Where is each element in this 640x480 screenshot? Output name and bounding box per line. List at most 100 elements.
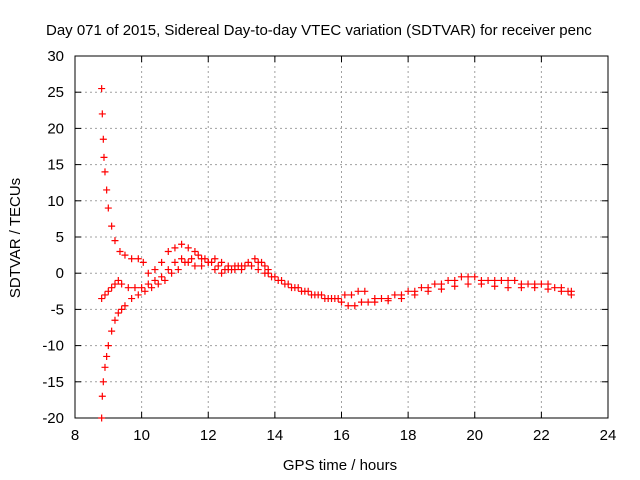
y-tick-labels: -20 -15 -10 -5 0 5 10 15 20 25 30 [42, 48, 64, 427]
data-point [354, 287, 362, 295]
data-point [108, 327, 116, 335]
data-point [244, 258, 252, 266]
data-point [188, 255, 196, 263]
data-point [314, 291, 322, 299]
data-point [111, 237, 119, 245]
data-point [308, 291, 316, 299]
data-point [238, 266, 246, 274]
data-point [118, 280, 126, 288]
data-point [531, 284, 539, 292]
data-point [174, 266, 182, 274]
data-point [158, 258, 166, 266]
y-tick-label: 10 [47, 193, 64, 210]
data-point [154, 280, 162, 288]
data-point [168, 269, 176, 277]
data-point [351, 302, 359, 310]
data-point [151, 266, 159, 274]
x-tick-label: 24 [600, 427, 617, 444]
y-tick-label: 15 [47, 157, 64, 174]
data-point [144, 269, 152, 277]
data-point [261, 262, 269, 270]
data-point [221, 266, 229, 274]
data-point [477, 280, 485, 288]
y-tick-label: -20 [42, 410, 64, 427]
y-tick-label: -15 [42, 374, 64, 391]
data-point [161, 276, 169, 284]
data-point [321, 295, 329, 303]
y-tick-label: -10 [42, 338, 64, 355]
data-point [204, 258, 212, 266]
data-point [108, 284, 116, 292]
x-tick-labels: 8 10 12 14 16 18 20 22 24 [71, 427, 617, 444]
y-tick-label: -5 [51, 301, 64, 318]
data-point [464, 280, 472, 288]
data-point [104, 342, 112, 350]
data-point [567, 291, 575, 299]
data-point [151, 276, 159, 284]
data-point [171, 258, 179, 266]
data-point [131, 284, 139, 292]
data-point [103, 186, 111, 194]
data-point [288, 284, 296, 292]
x-tick-label: 16 [333, 427, 350, 444]
data-point [261, 269, 269, 277]
chart-title: Day 071 of 2015, Sidereal Day-to-day VTE… [46, 22, 592, 39]
data-point [111, 280, 119, 288]
data-point [334, 295, 342, 303]
data-point [121, 251, 129, 259]
data-point [144, 280, 152, 288]
axis-ticks [74, 55, 609, 419]
data-point [464, 273, 472, 281]
data-point [100, 153, 108, 161]
data-point [254, 258, 262, 266]
data-point [424, 287, 432, 295]
data-point [148, 284, 156, 292]
data-point [184, 258, 192, 266]
data-point [211, 266, 219, 274]
data-point [404, 287, 412, 295]
data-point [171, 244, 179, 252]
data-point [98, 392, 106, 400]
data-point [191, 262, 199, 270]
data-point [99, 378, 107, 386]
x-tick-label: 20 [466, 427, 483, 444]
data-point [437, 285, 445, 293]
data-point [451, 282, 459, 290]
data-points [98, 85, 575, 422]
data-point [281, 280, 289, 288]
data-point [214, 262, 222, 270]
y-tick-label: 5 [56, 229, 64, 246]
data-point [108, 222, 116, 230]
data-point [234, 262, 242, 270]
data-point [511, 276, 519, 284]
y-tick-label: 30 [47, 48, 64, 65]
data-point [138, 284, 146, 292]
data-point [251, 255, 259, 263]
data-point [178, 255, 186, 263]
data-point [98, 414, 106, 422]
data-point [344, 302, 352, 310]
data-point [537, 280, 545, 288]
data-point [111, 316, 119, 324]
grid [75, 56, 608, 418]
data-point [194, 251, 202, 259]
data-point [104, 287, 112, 295]
data-point [504, 276, 512, 284]
data-point [497, 276, 505, 284]
data-point [391, 291, 399, 299]
y-axis-label: SDTVAR / TECUs [7, 178, 24, 298]
data-point [218, 258, 226, 266]
data-point [98, 295, 106, 303]
data-point [397, 295, 405, 303]
series-branch-short-tail [254, 266, 369, 303]
data-point [274, 276, 282, 284]
data-point [557, 287, 565, 295]
data-point [141, 287, 149, 295]
data-point [524, 280, 532, 288]
data-point [121, 302, 129, 310]
y-tick-label: 25 [47, 84, 64, 101]
data-point [99, 135, 107, 143]
x-axis-label: GPS time / hours [283, 457, 397, 474]
data-point [301, 287, 309, 295]
